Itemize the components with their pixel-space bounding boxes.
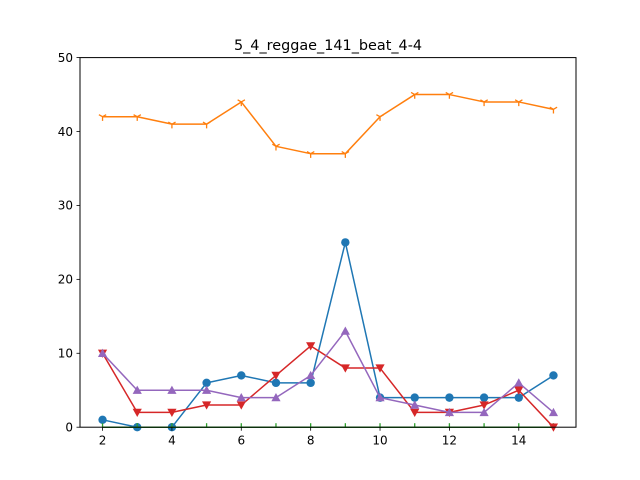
data-point <box>271 378 281 388</box>
series-5-line <box>102 330 554 414</box>
data-point <box>479 407 489 417</box>
data-point <box>514 393 523 402</box>
data-point <box>548 407 559 417</box>
axis-layer: 2 4 6 8 10 12 14 0 10 20 30 40 50 <box>58 51 527 448</box>
data-point <box>97 348 108 357</box>
series-1 <box>98 238 558 432</box>
y-tick-label: 0 <box>65 421 73 435</box>
data-point <box>375 364 385 373</box>
data-point <box>132 385 142 394</box>
plot-frame <box>79 57 577 428</box>
y-tick-label: 30 <box>58 199 73 213</box>
data-point <box>410 400 420 409</box>
data-point <box>167 408 177 418</box>
data-point <box>306 151 315 158</box>
data-point <box>514 378 524 387</box>
data-point <box>236 401 246 410</box>
data-point <box>445 393 454 402</box>
data-point <box>271 143 280 151</box>
x-tick-label: 4 <box>168 434 176 448</box>
data-point <box>445 91 454 99</box>
data-point <box>479 401 489 410</box>
x-tick-label: 2 <box>99 434 107 448</box>
data-point <box>341 151 350 158</box>
data-point <box>549 371 558 380</box>
data-point <box>271 393 281 402</box>
series-1-line <box>102 241 554 428</box>
data-point <box>202 401 212 410</box>
data-point <box>306 370 316 380</box>
data-point <box>444 407 454 417</box>
data-point <box>202 385 212 394</box>
data-point <box>514 386 524 395</box>
data-point <box>236 393 246 402</box>
x-tick-label: 8 <box>307 434 315 448</box>
data-point <box>410 393 419 402</box>
y-tick-label: 20 <box>58 273 73 287</box>
series-5 <box>97 326 559 417</box>
data-point <box>98 114 107 121</box>
series-4-line <box>101 345 554 428</box>
x-tick-label: 6 <box>237 434 245 448</box>
y-tick-label: 10 <box>58 347 73 361</box>
y-tick-label: 50 <box>58 51 73 65</box>
data-point <box>340 326 350 335</box>
data-point <box>237 99 246 107</box>
data-point <box>376 114 385 121</box>
series-2 <box>98 91 558 158</box>
data-point <box>202 378 211 388</box>
data-point <box>410 408 420 418</box>
data-point <box>167 121 176 129</box>
data-point <box>375 393 385 402</box>
data-point <box>341 238 350 247</box>
data-point <box>306 342 316 351</box>
data-point <box>98 415 107 425</box>
x-tick-label: 14 <box>511 434 526 448</box>
data-point <box>340 364 350 373</box>
data-point <box>133 114 142 121</box>
x-tick-label: 12 <box>442 434 457 448</box>
data-point <box>202 121 211 129</box>
data-point <box>480 99 489 107</box>
data-point <box>167 385 177 394</box>
data-point <box>549 106 558 114</box>
data-point <box>479 393 489 402</box>
data-point <box>410 91 419 99</box>
y-tick-label: 40 <box>58 125 73 139</box>
data-point <box>237 371 246 380</box>
data-point <box>271 371 281 381</box>
data-point <box>514 99 523 107</box>
x-tick-label: 10 <box>372 434 387 448</box>
series-2-line <box>102 93 554 155</box>
chart-title: 5_4_reggae_141_beat_4-4 <box>234 38 422 54</box>
data-point <box>306 378 315 388</box>
data-point <box>132 408 142 418</box>
